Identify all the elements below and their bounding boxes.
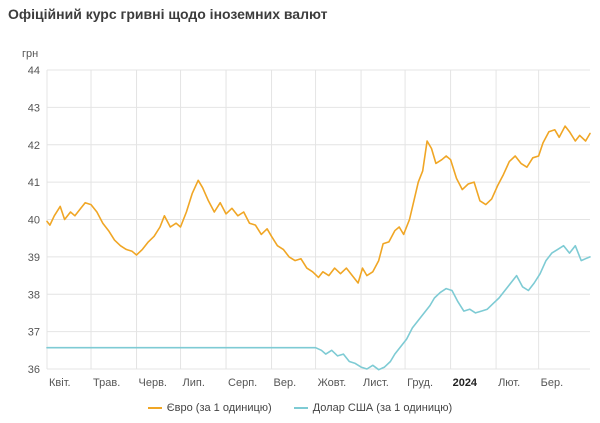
legend-swatch-euro (147, 407, 162, 409)
x-tick-label: Груд. (407, 377, 433, 389)
legend-label-usd: Долар США (за 1 одиницю) (312, 402, 453, 414)
exchange-rate-chart: 36 37 38 39 40 41 42 43 44 Квіт. Трав. Черв. Лип. Сер… (28, 65, 591, 389)
y-tick-label: 44 (28, 65, 40, 77)
y-tick-label: 36 (28, 364, 40, 376)
chart-legend: Євро (за 1 одиницю) Долар США (за 1 один… (0, 402, 600, 414)
y-tick-label: 43 (28, 102, 40, 114)
x-tick-label: Жовт. (318, 377, 347, 389)
y-tick-label: 40 (28, 215, 40, 227)
series-line-euro (46, 125, 591, 284)
legend-item-euro[interactable]: Євро (за 1 одиницю) (147, 402, 272, 414)
x-tick-label: Бер. (541, 377, 564, 389)
legend-swatch-usd (293, 407, 308, 409)
legend-item-usd[interactable]: Долар США (за 1 одиницю) (293, 402, 453, 414)
chart-title: Офіційний курс гривні щодо іноземних вал… (8, 6, 328, 22)
series-line-usd (46, 244, 591, 371)
x-tick-label: Вер. (274, 377, 297, 389)
x-tick-label: Лист. (363, 377, 389, 389)
x-tick-label: Трав. (93, 377, 120, 389)
x-tick-label: Лип. (183, 377, 205, 389)
x-tick-label: Черв. (139, 377, 167, 389)
x-tick-label: 2024 (453, 377, 478, 389)
x-tick-label: Квіт. (49, 377, 71, 389)
x-tick-label: Серп. (228, 377, 257, 389)
y-tick-label: 37 (28, 327, 40, 339)
y-tick-label: 41 (28, 177, 40, 189)
y-tick-label: 39 (28, 252, 40, 264)
y-axis-unit-label: грн (22, 48, 39, 60)
legend-label-euro: Євро (за 1 одиницю) (166, 402, 272, 414)
x-tick-label: Лют. (498, 377, 520, 389)
y-tick-label: 38 (28, 289, 40, 301)
y-tick-label: 42 (28, 140, 40, 152)
